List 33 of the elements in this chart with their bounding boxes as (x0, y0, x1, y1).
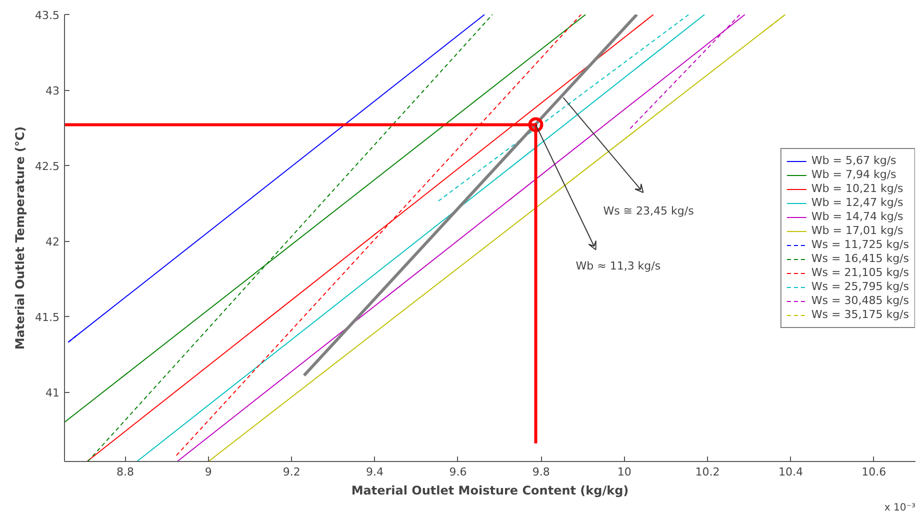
y-axis-title: Material Outlet Temperature (°C) (13, 126, 28, 350)
legend-label: Wb = 5,67 kg/s (811, 154, 896, 168)
x-tick-label: 9.2 (282, 466, 300, 478)
legend-label: Ws = 21,105 kg/s (811, 266, 909, 280)
legend-label: Wb = 10,21 kg/s (811, 182, 904, 196)
x-tick-label: 10.2 (695, 466, 720, 478)
y-tick-label: 41.5 (35, 311, 60, 324)
annotation: Ws ≅ 23,45 kg/s (603, 204, 694, 218)
x-tick-label: 9.6 (449, 466, 467, 478)
x-tick-label: 8.8 (116, 466, 134, 478)
x-tick-label: 9.8 (532, 466, 550, 478)
legend-label: Wb = 14,74 kg/s (811, 210, 904, 224)
legend-label: Ws = 25,795 kg/s (811, 280, 909, 294)
y-tick-label: 41 (46, 386, 60, 400)
legend-label: Wb = 17,01 kg/s (811, 224, 904, 238)
legend-label: Ws = 30,485 kg/s (811, 294, 909, 308)
y-tick-label: 43 (46, 84, 60, 98)
x-tick-label: 10 (617, 466, 632, 478)
x-axis-title: Material Outlet Moisture Content (kg/kg) (351, 484, 629, 498)
text: x 10⁻³ (884, 502, 916, 511)
legend-label: Ws = 35,175 kg/s (811, 308, 909, 322)
y-tick-label: 43.5 (35, 9, 60, 22)
legend-label: Wb = 7,94 kg/s (811, 168, 896, 182)
x-tick-label: 9 (204, 466, 212, 478)
legend-label: Wb = 12,47 kg/s (811, 196, 904, 210)
x-tick-label: 9.4 (366, 466, 384, 478)
y-tick-label: 42 (46, 236, 60, 249)
annotation: Wb ≈ 11,3 kg/s (576, 260, 661, 273)
legend-label: Ws = 16,415 kg/s (811, 252, 909, 266)
legend-label: Ws = 11,725 kg/s (811, 238, 909, 252)
y-tick-label: 42.5 (35, 160, 60, 174)
x-tick-label: 10.6 (862, 466, 886, 478)
x-tick-label: 10.4 (778, 466, 803, 478)
